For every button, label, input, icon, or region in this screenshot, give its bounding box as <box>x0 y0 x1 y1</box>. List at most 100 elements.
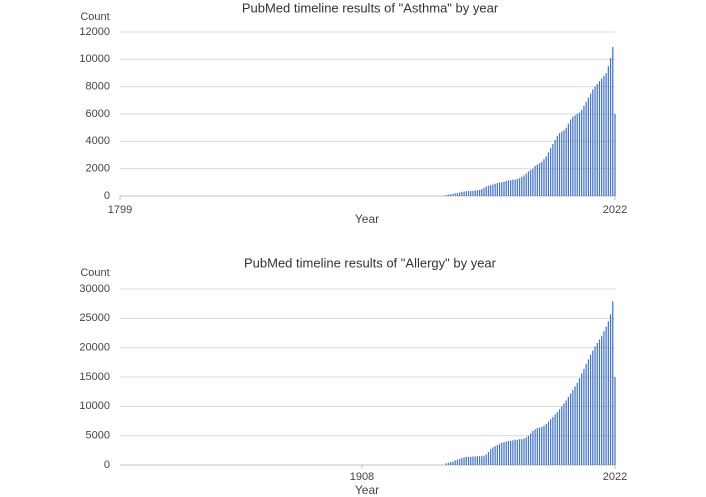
bar <box>556 412 558 465</box>
bar <box>594 346 596 465</box>
bar <box>605 326 607 465</box>
bar <box>510 440 512 465</box>
y-tick-label: 30000 <box>79 283 110 295</box>
bar <box>581 373 583 465</box>
bar <box>614 114 616 196</box>
bar <box>558 409 561 465</box>
bar <box>510 180 512 196</box>
bar <box>556 135 558 196</box>
bar <box>445 194 447 196</box>
bar <box>605 73 607 196</box>
bar <box>474 456 476 465</box>
bar <box>447 194 450 196</box>
y-tick-label: 10000 <box>79 53 110 65</box>
bar <box>492 184 494 196</box>
bar <box>507 440 510 465</box>
bar <box>585 101 587 196</box>
bar <box>592 89 594 196</box>
bar <box>598 339 601 465</box>
bar <box>459 459 461 465</box>
y-tick-label: 4000 <box>86 135 110 147</box>
bar <box>567 123 569 196</box>
bar <box>567 396 569 465</box>
bar <box>463 191 465 196</box>
bar <box>543 425 545 465</box>
bar <box>550 148 552 196</box>
bar <box>454 193 456 196</box>
bar <box>470 456 472 465</box>
bar <box>609 57 612 196</box>
bar <box>574 386 576 465</box>
x-tick-label: 2022 <box>603 204 627 216</box>
y-tick-label: 25000 <box>79 312 110 324</box>
bar <box>472 456 474 465</box>
bar <box>530 433 532 465</box>
bar <box>512 440 514 465</box>
bar <box>530 170 532 196</box>
bar <box>525 437 527 465</box>
bar <box>543 159 545 196</box>
bar <box>536 164 538 196</box>
bar <box>485 186 487 196</box>
bar <box>505 441 507 465</box>
bar <box>572 116 574 196</box>
bar <box>572 389 574 465</box>
bar <box>614 377 616 465</box>
y-tick-label: 12000 <box>79 26 110 38</box>
bar <box>607 66 609 197</box>
bar <box>538 427 541 465</box>
bar <box>483 187 485 196</box>
bar <box>563 130 565 196</box>
bar <box>596 83 598 196</box>
bar <box>518 439 521 465</box>
bar <box>521 439 523 465</box>
bar <box>552 416 554 465</box>
bar <box>603 75 605 196</box>
bar <box>574 115 576 196</box>
bar <box>487 185 490 196</box>
bar <box>561 131 563 196</box>
bar <box>523 438 525 465</box>
bar <box>474 190 476 196</box>
bar <box>583 368 585 465</box>
bar <box>461 191 463 196</box>
bar <box>487 452 490 465</box>
bar <box>532 430 534 465</box>
bar <box>456 192 459 196</box>
bar <box>465 191 467 196</box>
x-tick-label: 1799 <box>108 204 132 216</box>
bar <box>518 178 521 196</box>
bar <box>514 179 516 196</box>
bar <box>601 78 603 196</box>
y-tick-label: 15000 <box>79 371 110 383</box>
bar <box>532 168 534 196</box>
bar <box>501 182 503 196</box>
bar <box>450 462 452 465</box>
bar <box>554 139 556 196</box>
bar <box>536 428 538 465</box>
bar <box>534 165 536 196</box>
bar <box>569 119 572 196</box>
bar <box>516 178 518 196</box>
bar <box>569 393 572 465</box>
bar <box>494 446 496 465</box>
y-tick-label: 5000 <box>86 430 110 442</box>
bar <box>596 342 598 465</box>
bar <box>452 461 454 465</box>
x-axis-label: Year <box>355 212 379 226</box>
bar <box>541 161 543 196</box>
bar <box>505 180 507 196</box>
bar <box>578 112 581 196</box>
y-tick-label: 20000 <box>79 342 110 354</box>
bar <box>554 414 556 465</box>
bar <box>483 455 485 465</box>
bar <box>589 354 592 465</box>
bar <box>609 314 612 465</box>
bar <box>576 382 578 465</box>
bar <box>565 400 567 465</box>
bar <box>467 191 470 196</box>
bar <box>492 447 494 465</box>
bar <box>581 109 583 196</box>
y-tick-label: 2000 <box>86 163 110 175</box>
